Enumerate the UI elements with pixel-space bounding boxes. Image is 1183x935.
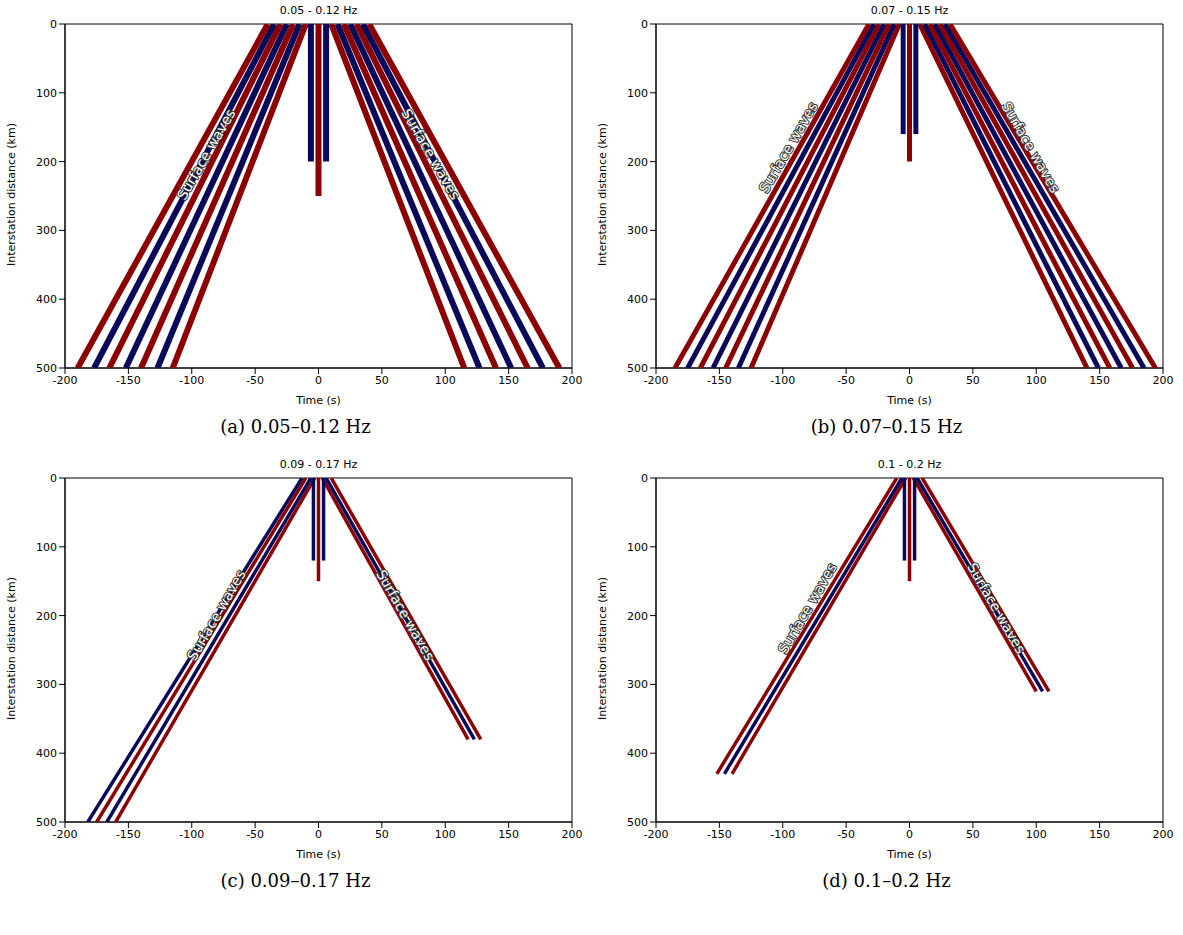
html-text:0.07 - 0.15 Hz: 0.07 - 0.15 Hz <box>870 4 949 17</box>
svg-text:0: 0 <box>641 472 648 485</box>
svg-text:150: 150 <box>1089 374 1110 387</box>
svg-text:Surface waves: Surface waves <box>775 560 840 656</box>
svg-text:500: 500 <box>627 362 648 375</box>
svg-text:Surface waves: Surface waves <box>398 106 463 202</box>
html-text:0.05 - 0.12 Hz: 0.05 - 0.12 Hz <box>279 4 358 17</box>
svg-text:300: 300 <box>36 224 57 237</box>
svg-text:50: 50 <box>375 828 389 841</box>
svg-text:400: 400 <box>627 293 648 306</box>
svg-text:100: 100 <box>435 828 456 841</box>
svg-text:0: 0 <box>906 828 913 841</box>
svg-text:100: 100 <box>36 541 57 554</box>
html-text:(c) 0.09–0.17 Hz: (c) 0.09–0.17 Hz <box>220 870 371 891</box>
svg-text:0: 0 <box>50 472 57 485</box>
svg-text:400: 400 <box>36 293 57 306</box>
svg-text:50: 50 <box>966 828 980 841</box>
svg-text:300: 300 <box>627 678 648 691</box>
svg-text:Surface waves: Surface waves <box>964 560 1029 656</box>
svg-text:300: 300 <box>627 224 648 237</box>
svg-text:-200: -200 <box>644 828 669 841</box>
svg-text:150: 150 <box>498 374 519 387</box>
svg-text:0: 0 <box>641 18 648 31</box>
svg-text:-100: -100 <box>770 828 795 841</box>
svg-text:50: 50 <box>966 374 980 387</box>
svg-text:100: 100 <box>1026 374 1047 387</box>
html-text:(d) 0.1–0.2 Hz: (d) 0.1–0.2 Hz <box>822 870 951 891</box>
svg-text:100: 100 <box>1026 828 1047 841</box>
svg-text:-50: -50 <box>837 374 855 387</box>
svg-text:500: 500 <box>627 816 648 829</box>
svg-text:0: 0 <box>906 374 913 387</box>
svg-text:Time (s): Time (s) <box>295 394 341 407</box>
svg-text:200: 200 <box>36 156 57 169</box>
svg-text:100: 100 <box>36 87 57 100</box>
svg-text:200: 200 <box>562 374 583 387</box>
svg-text:100: 100 <box>627 87 648 100</box>
svg-text:Time (s): Time (s) <box>886 848 932 861</box>
svg-text:200: 200 <box>1153 374 1174 387</box>
svg-text:Surface waves: Surface waves <box>756 99 821 195</box>
svg-text:-150: -150 <box>707 374 732 387</box>
svg-text:0: 0 <box>50 18 57 31</box>
svg-text:Interstation distance (km): Interstation distance (km) <box>5 577 18 720</box>
svg-text:Interstation distance (km): Interstation distance (km) <box>5 123 18 266</box>
html-text:0.1 - 0.2 Hz: 0.1 - 0.2 Hz <box>877 458 942 471</box>
svg-text:-200: -200 <box>644 374 669 387</box>
svg-text:-50: -50 <box>246 374 264 387</box>
svg-text:-100: -100 <box>179 374 204 387</box>
svg-text:-150: -150 <box>116 374 141 387</box>
svg-text:200: 200 <box>36 610 57 623</box>
svg-text:200: 200 <box>627 610 648 623</box>
svg-text:200: 200 <box>562 828 583 841</box>
svg-text:Time (s): Time (s) <box>295 848 341 861</box>
svg-text:Interstation distance (km): Interstation distance (km) <box>596 577 609 720</box>
svg-text:Time (s): Time (s) <box>886 394 932 407</box>
html-text:0.09 - 0.17 Hz: 0.09 - 0.17 Hz <box>279 458 358 471</box>
svg-text:-100: -100 <box>770 374 795 387</box>
svg-text:50: 50 <box>375 374 389 387</box>
svg-text:200: 200 <box>1153 828 1174 841</box>
html-text:(b) 0.07–0.15 Hz: (b) 0.07–0.15 Hz <box>810 416 963 437</box>
svg-text:300: 300 <box>36 678 57 691</box>
svg-text:Surface waves: Surface waves <box>174 106 239 202</box>
svg-text:-50: -50 <box>837 828 855 841</box>
svg-text:-100: -100 <box>179 828 204 841</box>
svg-text:Surface waves: Surface waves <box>998 99 1063 195</box>
svg-text:100: 100 <box>627 541 648 554</box>
svg-text:500: 500 <box>36 816 57 829</box>
svg-text:200: 200 <box>627 156 648 169</box>
svg-text:150: 150 <box>1089 828 1110 841</box>
svg-text:500: 500 <box>36 362 57 375</box>
svg-text:100: 100 <box>435 374 456 387</box>
svg-text:Surface waves: Surface waves <box>373 567 438 663</box>
svg-text:-50: -50 <box>246 828 264 841</box>
svg-text:-200: -200 <box>53 828 78 841</box>
svg-text:-150: -150 <box>707 828 732 841</box>
svg-text:-150: -150 <box>116 828 141 841</box>
svg-text:0: 0 <box>315 828 322 841</box>
svg-text:400: 400 <box>36 747 57 760</box>
svg-text:0: 0 <box>315 374 322 387</box>
svg-text:400: 400 <box>627 747 648 760</box>
svg-text:Surface waves: Surface waves <box>184 567 249 663</box>
svg-text:150: 150 <box>498 828 519 841</box>
svg-text:Interstation distance (km): Interstation distance (km) <box>596 123 609 266</box>
html-text:(a) 0.05–0.12 Hz: (a) 0.05–0.12 Hz <box>220 416 371 437</box>
svg-text:-200: -200 <box>53 374 78 387</box>
